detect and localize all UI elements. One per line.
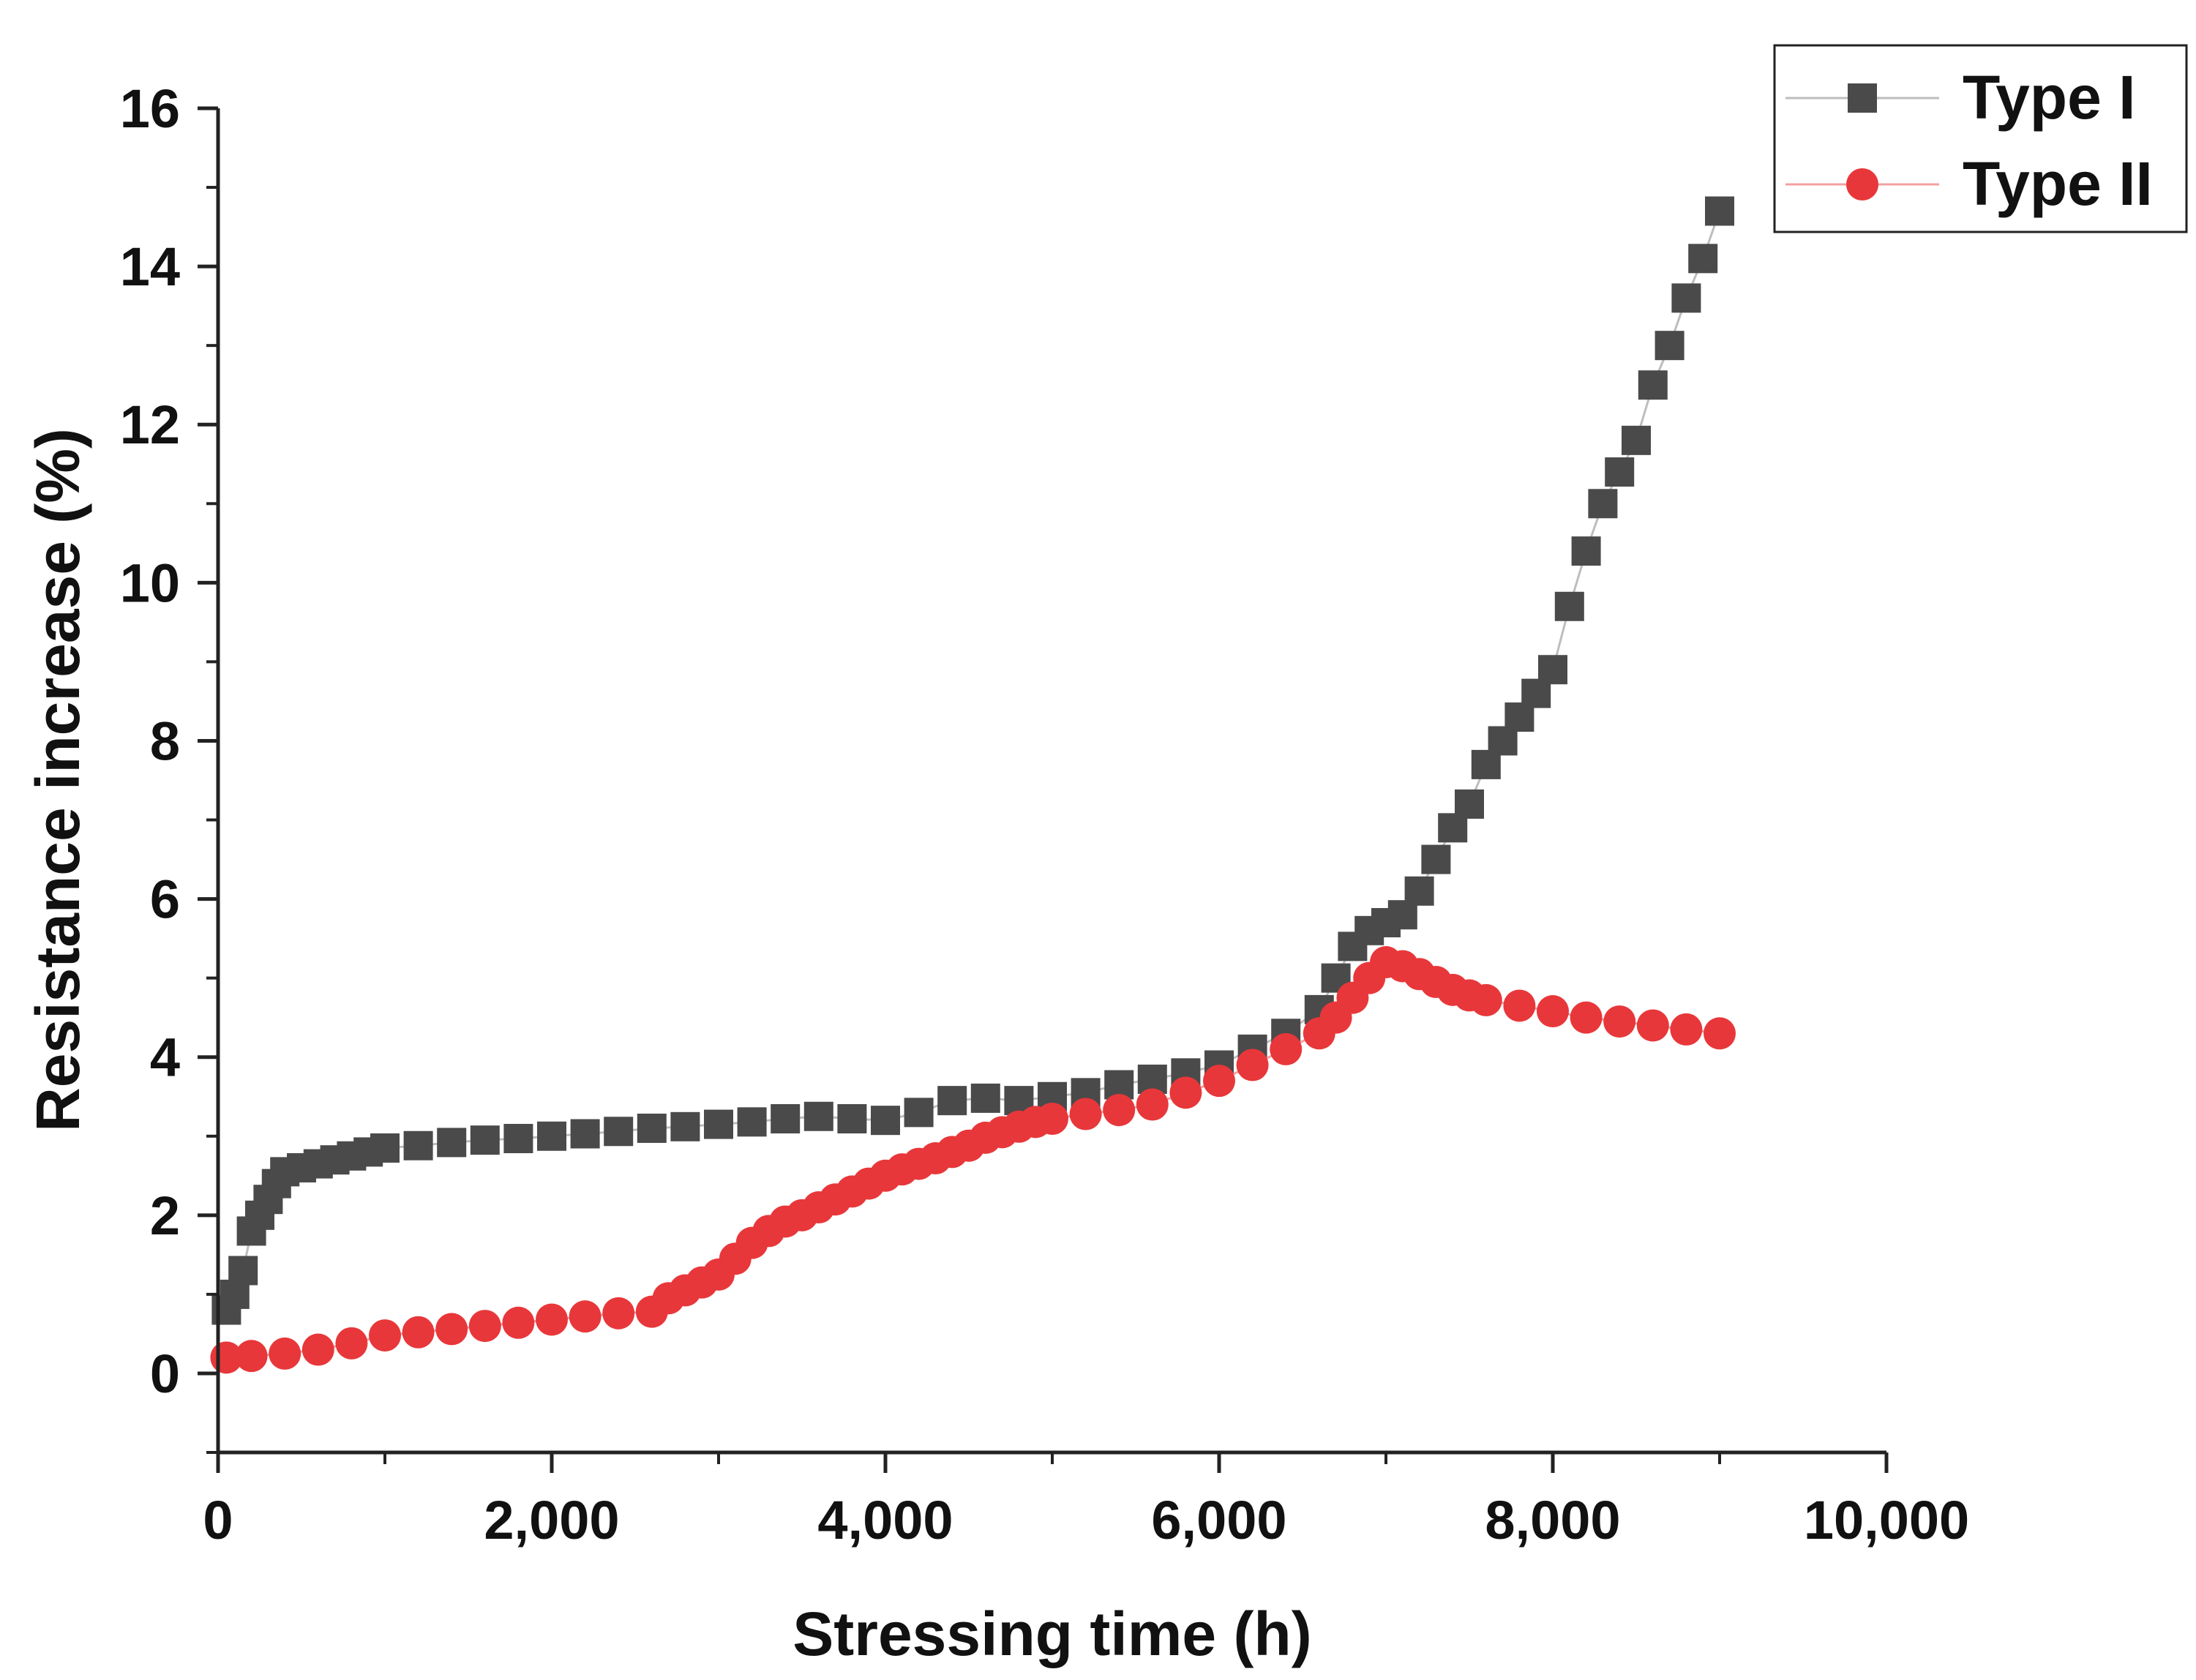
data-point xyxy=(1421,844,1451,874)
data-point xyxy=(937,1086,967,1116)
data-point xyxy=(1554,591,1584,621)
data-point xyxy=(970,1083,1000,1113)
x-tick-label: 8,000 xyxy=(1485,1490,1620,1550)
data-point xyxy=(1469,983,1502,1016)
series-layer xyxy=(210,196,1736,1374)
data-point xyxy=(1605,457,1635,487)
legend-frame xyxy=(1773,44,2188,233)
y-tick-label: 4 xyxy=(150,1027,180,1088)
legend-marker-type-i xyxy=(1848,83,1877,113)
data-point xyxy=(1570,1001,1603,1034)
x-tick-label: 4,000 xyxy=(817,1490,953,1550)
data-point xyxy=(301,1333,334,1366)
data-point xyxy=(1588,489,1618,519)
data-point xyxy=(503,1124,533,1154)
data-point xyxy=(1655,331,1685,361)
data-point xyxy=(704,1109,733,1139)
x-tick-label: 0 xyxy=(203,1490,233,1550)
data-point xyxy=(1404,876,1434,906)
data-point xyxy=(468,1310,501,1343)
data-point xyxy=(1169,1076,1202,1109)
axis-layer: 0 2,000 4,000 6,000 8,000 10,000 0 2 4 6 8 10 12 14 16 xyxy=(120,78,1969,1550)
legend-label-type-ii: Type II xyxy=(1963,149,2153,218)
data-point xyxy=(1538,655,1567,685)
data-point xyxy=(1069,1098,1102,1130)
data-point xyxy=(1036,1102,1068,1135)
data-point xyxy=(369,1319,401,1352)
data-point xyxy=(1636,1009,1669,1042)
x-tick-label: 10,000 xyxy=(1804,1490,1969,1550)
data-point xyxy=(1622,425,1651,455)
y-tick-label: 16 xyxy=(120,78,180,139)
y-tick-label: 6 xyxy=(150,869,180,930)
y-tick-label: 8 xyxy=(150,710,180,771)
data-point xyxy=(604,1117,634,1147)
y-tick-label: 14 xyxy=(120,236,180,297)
data-point xyxy=(370,1133,400,1163)
data-point xyxy=(1203,1065,1235,1098)
data-point xyxy=(470,1125,500,1155)
data-point xyxy=(403,1130,433,1160)
x-axis-label: Stressing time (h) xyxy=(792,1600,1311,1668)
y-tick-label: 10 xyxy=(120,552,180,613)
data-point xyxy=(569,1300,602,1333)
legend-marker-type-ii xyxy=(1846,168,1878,200)
y-tick-label: 12 xyxy=(120,394,180,455)
x-tick-label: 6,000 xyxy=(1151,1490,1286,1550)
data-point xyxy=(637,1113,667,1143)
data-point xyxy=(871,1106,900,1136)
data-point xyxy=(536,1303,568,1336)
data-point xyxy=(1671,283,1701,313)
data-point xyxy=(904,1098,934,1128)
legend: Type I Type II xyxy=(1773,44,2188,233)
data-point xyxy=(1638,370,1668,400)
data-point xyxy=(402,1316,435,1349)
data-point xyxy=(837,1103,867,1133)
data-point xyxy=(1236,1049,1269,1081)
data-point xyxy=(1670,1013,1703,1046)
legend-label-type-i: Type I xyxy=(1963,63,2136,132)
data-point xyxy=(1571,536,1601,566)
data-point xyxy=(1603,1005,1636,1038)
x-tick-label: 2,000 xyxy=(484,1490,619,1550)
data-point xyxy=(269,1337,301,1370)
data-point xyxy=(1704,1017,1736,1050)
y-axis-label: Resistance increase (%) xyxy=(23,428,92,1132)
data-point xyxy=(803,1101,833,1131)
data-point xyxy=(435,1313,468,1346)
data-point xyxy=(502,1306,535,1339)
y-tick-label: 2 xyxy=(150,1185,180,1246)
data-point xyxy=(235,1340,268,1373)
data-point xyxy=(437,1128,467,1158)
data-point xyxy=(228,1256,258,1286)
data-point xyxy=(335,1327,368,1360)
data-point xyxy=(1688,244,1718,274)
data-point xyxy=(737,1107,767,1137)
data-point xyxy=(570,1119,600,1149)
data-point xyxy=(1270,1032,1303,1065)
data-point xyxy=(602,1297,635,1330)
data-point xyxy=(1537,995,1569,1028)
data-point xyxy=(537,1121,566,1151)
data-point xyxy=(1705,196,1734,226)
y-tick-label: 0 xyxy=(150,1343,180,1404)
data-point xyxy=(1136,1088,1169,1121)
data-point xyxy=(771,1103,801,1133)
data-point xyxy=(1503,989,1536,1022)
series-2 xyxy=(210,946,1736,1374)
data-point xyxy=(670,1111,700,1141)
data-point xyxy=(1103,1094,1136,1127)
data-point xyxy=(1455,789,1484,819)
